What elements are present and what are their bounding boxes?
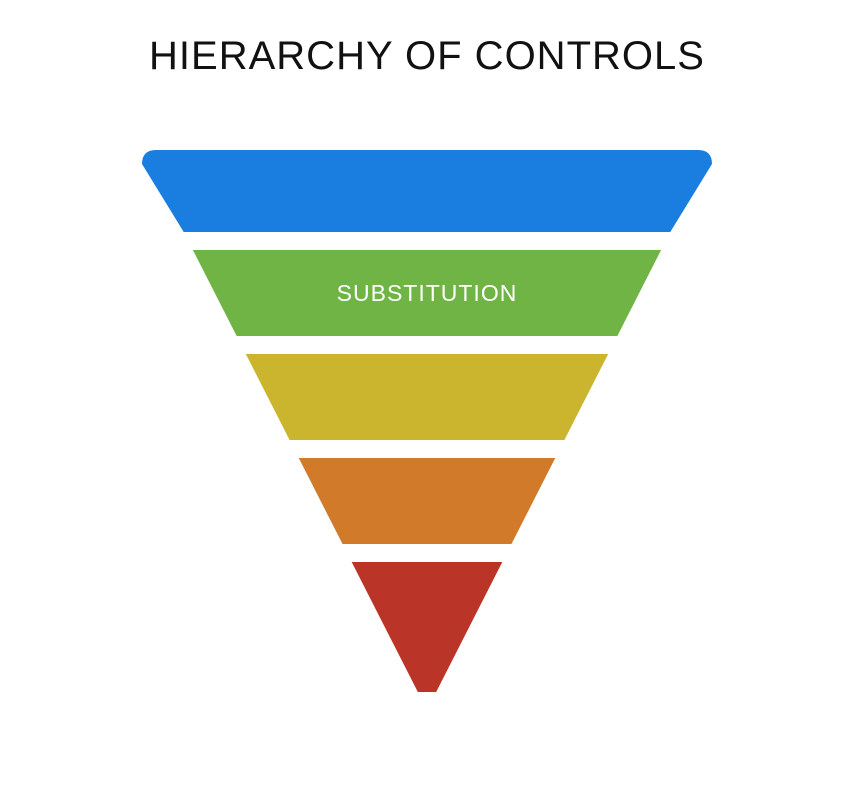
funnel-band-0 <box>142 150 712 232</box>
diagram-title: HIERARCHY OF CONTROLS <box>0 34 854 79</box>
funnel-band-label-1: SUBSTITUTION <box>142 280 712 307</box>
funnel-band-3 <box>299 458 556 544</box>
funnel-svg <box>142 150 712 710</box>
funnel-band-4 <box>352 562 503 692</box>
hierarchy-funnel: SUBSTITUTION <box>142 150 712 710</box>
funnel-band-2 <box>246 354 608 440</box>
